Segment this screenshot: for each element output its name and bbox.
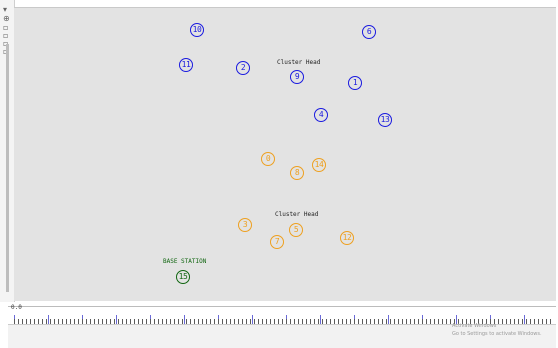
tool-icon-5[interactable]: ▫ xyxy=(3,40,11,48)
node-4[interactable]: 4 xyxy=(314,108,328,122)
pointer-icon[interactable]: ▾ xyxy=(3,5,8,14)
zoom-icon[interactable]: ⊕ xyxy=(3,14,10,23)
node-13[interactable]: 13 xyxy=(378,113,392,127)
node-1[interactable]: 1 xyxy=(348,76,362,90)
node-10[interactable]: 10 xyxy=(190,23,204,37)
node-3[interactable]: 3 xyxy=(238,218,252,232)
node-2[interactable]: 2 xyxy=(236,61,250,75)
left-toolbar: ▾ ⊕ ▫ ▫ ▫ ▫ xyxy=(0,0,15,302)
cluster-head-label-2: Cluster Head xyxy=(275,211,319,218)
node-9[interactable]: 9 xyxy=(290,70,304,84)
node-14[interactable]: 14 xyxy=(312,158,326,172)
base-station-label: BASE STATION xyxy=(163,258,207,265)
node-0[interactable]: 0 xyxy=(261,152,275,166)
vertical-scrollbar[interactable] xyxy=(6,44,9,292)
node-12[interactable]: 12 xyxy=(340,231,354,245)
timeline-start-label: 0.0 xyxy=(11,304,22,311)
tool-icon-6[interactable]: ▫ xyxy=(3,48,11,56)
node-6[interactable]: 6 xyxy=(362,25,376,39)
activate-windows-watermark: Activate Windows Go to Settings to activ… xyxy=(452,322,542,338)
node-5[interactable]: 5 xyxy=(289,223,303,237)
timeline-ruler[interactable] xyxy=(8,306,556,325)
node-7[interactable]: 7 xyxy=(270,235,284,249)
node-11[interactable]: 11 xyxy=(179,58,193,72)
watermark-line-2: Go to Settings to activate Windows. xyxy=(452,331,542,337)
status-bar xyxy=(8,324,556,348)
timeline-ticks xyxy=(14,315,554,325)
node-15[interactable]: 15 xyxy=(176,270,190,284)
watermark-line-1: Activate Windows xyxy=(452,323,497,329)
tool-icon-4[interactable]: ▫ xyxy=(3,31,9,40)
node-8[interactable]: 8 xyxy=(290,166,304,180)
cluster-head-label-1: Cluster Head xyxy=(277,59,321,66)
tool-icon-3[interactable]: ▫ xyxy=(3,23,9,32)
network-canvas[interactable] xyxy=(14,7,556,301)
